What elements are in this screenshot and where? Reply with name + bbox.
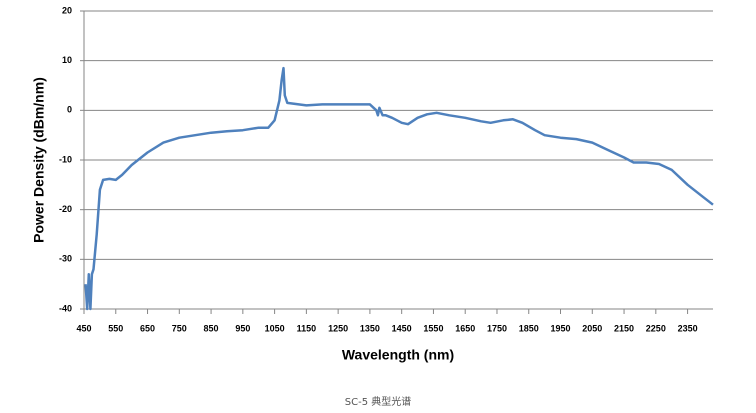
y-tick-label: -20 [59,204,72,214]
data-line [84,66,714,311]
x-tick-label: 950 [235,323,250,333]
y-axis-title: Power Density (dBm/nm) [31,77,47,243]
x-tick-label: 1550 [423,323,443,333]
x-tick-label: 650 [140,323,155,333]
x-tick-label: 1450 [392,323,412,333]
x-tick-label: 1750 [487,323,507,333]
x-tick-label: 2250 [646,323,666,333]
x-tick-label: 450 [76,323,91,333]
caption: SC-5 典型光谱 [345,395,411,408]
x-tick-label: 1650 [455,323,475,333]
x-tick-label: 1250 [328,323,348,333]
y-tick-label: -10 [59,154,72,164]
y-tick-label: 10 [62,55,72,65]
x-tick-label: 1350 [360,323,380,333]
x-tick-label: 550 [108,323,123,333]
x-tick-label: 850 [204,323,219,333]
x-tick-label: 2150 [614,323,634,333]
x-tick-label: 2050 [582,323,602,333]
x-tick-label: 1150 [297,323,317,333]
x-axis-title: Wavelength (nm) [342,347,454,363]
x-tick-label: 1950 [550,323,570,333]
x-tick-label: 1850 [519,323,539,333]
x-tick-label: 750 [172,323,187,333]
y-tick-label: -30 [59,254,72,264]
x-tick-label: 2350 [678,323,698,333]
y-tick-label: -40 [59,303,72,313]
y-tick-label: 20 [62,5,72,15]
x-tick-label: 1050 [265,323,285,333]
y-tick-label: 0 [67,105,72,115]
